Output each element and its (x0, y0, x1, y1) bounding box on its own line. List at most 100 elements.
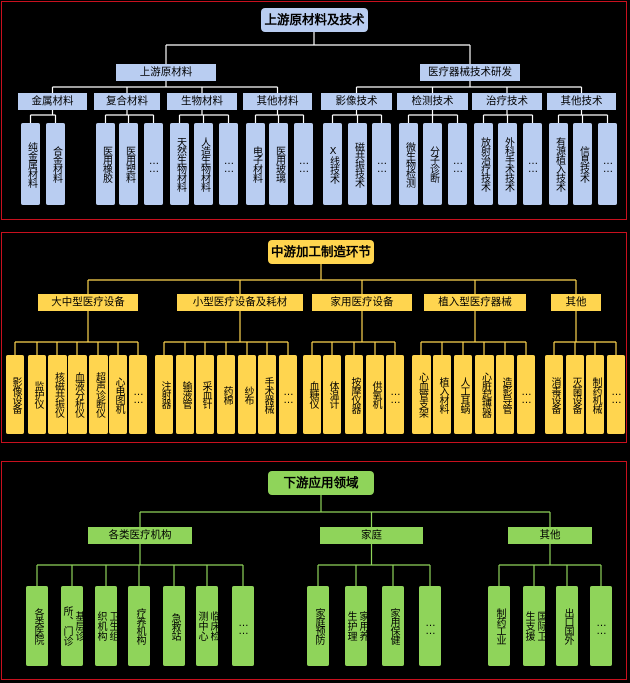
leaf-node-label: 核磁共振仪 (52, 372, 64, 417)
leaf-node-label: 注射器 (159, 381, 170, 408)
leaf-node: …… (129, 355, 147, 434)
leaf-node: …… (598, 123, 617, 205)
leaf-node: 核磁共振仪 (48, 355, 67, 434)
midstream-category: 其他 (551, 294, 601, 311)
midstream-category: 大中型医疗设备 (38, 294, 138, 311)
leaf-node: 合金材料 (46, 123, 65, 205)
leaf-node: 急救站 (163, 586, 185, 666)
leaf-node-label: 家用养生护理 (345, 611, 368, 641)
leaf-node: 临床检测中心 (196, 586, 219, 666)
leaf-node: …… (419, 586, 441, 666)
leaf-node: 人工耳蜗 (454, 355, 472, 434)
downstream-category: 各类医疗机构 (88, 527, 192, 544)
leaf-node: 制药机械 (586, 355, 604, 434)
leaf-node-label: 人工耳蜗 (458, 376, 469, 413)
upstream-subcategory: 其他材料 (243, 93, 312, 110)
midstream-category-label: 植入型医疗器械 (438, 296, 512, 309)
leaf-node-label: 心电图机 (113, 376, 124, 413)
leaf-node: 纯金属材料 (21, 123, 40, 205)
leaf-node: 出口国外 (556, 586, 578, 666)
leaf-node: 放射治疗技术 (474, 123, 493, 205)
downstream-category-label: 其他 (539, 529, 561, 542)
leaf-node-label: …… (452, 156, 464, 172)
leaf-node: 药棉 (217, 355, 235, 434)
downstream-category-label: 各类医疗机构 (108, 529, 172, 542)
leaf-node-label: 手术器械 (262, 376, 273, 413)
leaf-node-label: …… (596, 618, 607, 634)
leaf-node: 电子材料 (246, 123, 265, 205)
midstream-category: 植入型医疗器械 (424, 294, 526, 311)
upstream-title: 上游原材料及技术 (261, 8, 368, 32)
leaf-node-label: 磁共振技术 (352, 141, 364, 187)
upstream-subcategory-label: 影像技术 (335, 95, 378, 108)
leaf-node: 造影导管 (496, 355, 514, 434)
upstream-subcategory-label: 复合材料 (106, 95, 148, 108)
upstream-subcategory-label: 检测技术 (411, 95, 454, 108)
leaf-node: 超声诊断仪 (89, 355, 108, 434)
leaf-node-label: 家用保健 (388, 608, 399, 644)
leaf-node: 微生物检测 (399, 123, 418, 205)
leaf-node: 纱布 (238, 355, 256, 434)
leaf-node: …… (523, 123, 542, 205)
leaf-node: 心脏起搏器 (475, 355, 494, 434)
upstream-subcategory-label: 金属材料 (31, 95, 74, 108)
midstream-category-label: 小型医疗设备及耗材 (192, 296, 288, 309)
leaf-node-label: 输液管 (180, 381, 191, 408)
leaf-node: …… (590, 586, 612, 666)
upstream-subcategory: 生物材料 (167, 93, 237, 110)
leaf-node: 血糖仪 (303, 355, 321, 434)
leaf-node: 体温计 (323, 355, 341, 434)
leaf-node-label: …… (223, 156, 235, 172)
leaf-node-label: 卫生组织机构 (95, 611, 118, 641)
leaf-node-label: 纱布 (242, 385, 253, 404)
downstream-section (1, 461, 627, 680)
leaf-node-label: 超声诊断仪 (93, 372, 105, 417)
leaf-node: 信息技术 (573, 123, 592, 205)
downstream-category: 家庭 (320, 527, 423, 544)
leaf-node: 制药工业 (488, 586, 510, 666)
leaf-node-label: 血糖仪 (307, 381, 318, 408)
downstream-category: 其他 (508, 527, 592, 544)
leaf-node-label: 消毒设备 (549, 376, 560, 413)
leaf-node-label: 医用橡胶 (100, 146, 112, 182)
leaf-node-label: 急救站 (169, 612, 180, 640)
leaf-node-label: 放射治疗技术 (478, 137, 490, 191)
leaf-node-label: 灭菌设备 (570, 376, 581, 413)
leaf-node: 心电图机 (109, 355, 127, 434)
midstream-title-label: 中游加工制造环节 (270, 243, 371, 259)
upstream-subcategory: 其他技术 (547, 93, 616, 110)
leaf-node: …… (386, 355, 404, 434)
leaf-node: 血液分析仪 (68, 355, 87, 434)
leaf-node: 天然生物材料 (170, 123, 189, 205)
leaf-node-label: …… (238, 618, 249, 634)
leaf-node-label: 制药机械 (590, 376, 601, 413)
leaf-node-label: 分子诊断 (427, 146, 439, 182)
leaf-node: 医用橡胶 (96, 123, 115, 205)
leaf-node: 心血管支架 (412, 355, 431, 434)
upstream-section (1, 1, 627, 220)
leaf-node: 家庭预防 (307, 586, 329, 666)
leaf-node: 国际卫生支援 (523, 586, 546, 666)
leaf-node-label: 电子材料 (250, 146, 262, 182)
leaf-node-label: 造影导管 (500, 376, 511, 413)
leaf-node-label: 基层诊所、门诊 (61, 605, 84, 646)
leaf-node: 灭菌设备 (566, 355, 584, 434)
midstream-section (1, 232, 627, 443)
upstream-subcategory: 复合材料 (94, 93, 160, 110)
leaf-node-label: 供氧机 (370, 381, 381, 408)
leaf-node-label: …… (148, 156, 160, 172)
leaf-node: 外科手术技术 (498, 123, 517, 205)
leaf-node-label: …… (425, 618, 436, 634)
leaf-node-label: 出口国外 (562, 608, 573, 644)
leaf-node: …… (144, 123, 163, 205)
leaf-node: 卫生组织机构 (95, 586, 118, 666)
leaf-node: 磁共振技术 (348, 123, 367, 205)
leaf-node-label: 按摩仪器 (349, 376, 360, 413)
midstream-category: 小型医疗设备及耗材 (177, 294, 303, 311)
upstream-title-label: 上游原材料及技术 (264, 11, 365, 27)
leaf-node-label: X线技术 (327, 145, 339, 183)
midstream-category-label: 大中型医疗设备 (51, 296, 125, 309)
leaf-node-label: …… (376, 156, 388, 172)
leaf-node-label: 心血管支架 (416, 372, 428, 417)
leaf-node-label: …… (602, 156, 614, 172)
